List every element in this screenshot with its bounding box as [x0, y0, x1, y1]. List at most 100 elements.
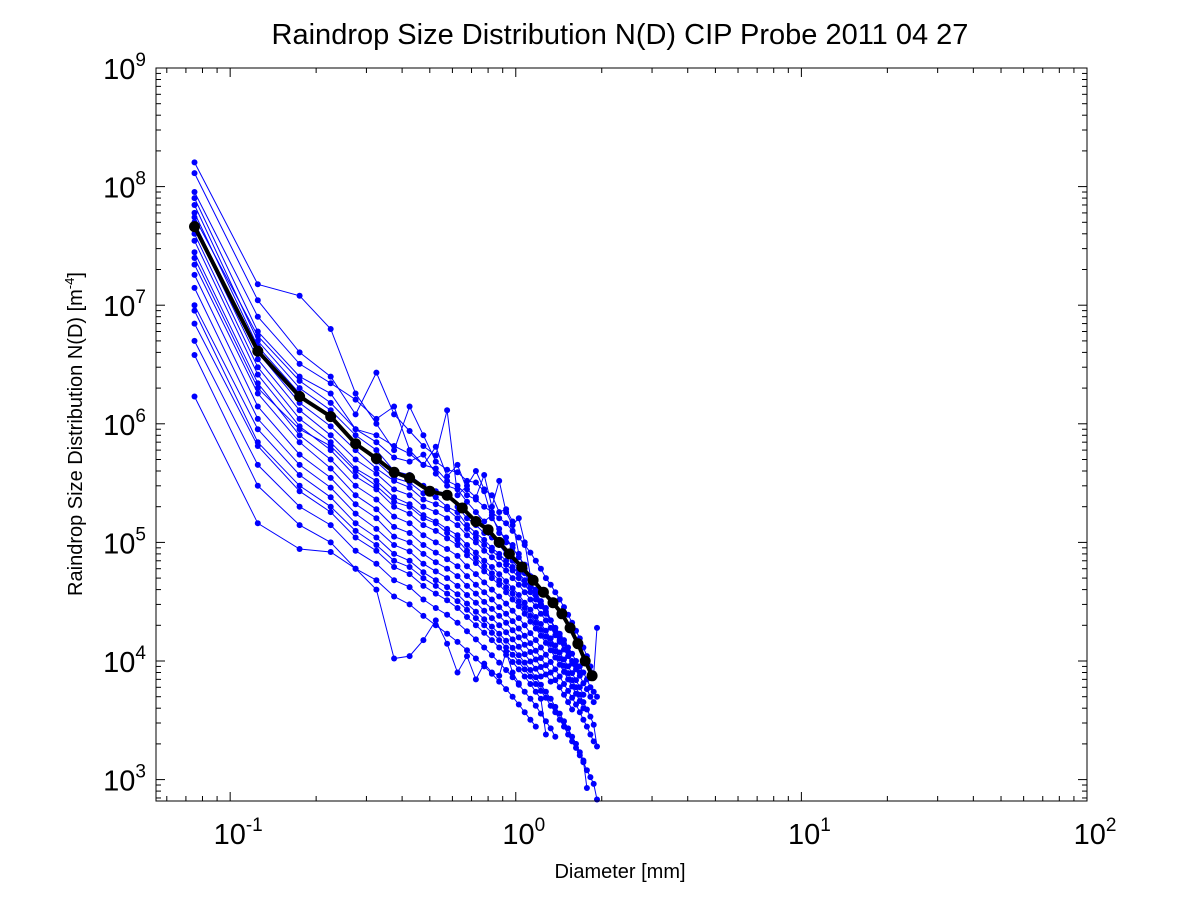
sample-point	[406, 584, 413, 591]
sample-point	[444, 590, 451, 597]
sample-point	[542, 651, 549, 658]
sample-point	[420, 550, 427, 557]
sample-point	[573, 666, 579, 673]
sample-point	[432, 509, 439, 516]
mean-point	[482, 524, 494, 536]
sample-point	[532, 723, 539, 730]
sample-point	[373, 447, 380, 454]
y-tick-label-base: 10	[103, 766, 135, 798]
sample-point	[444, 584, 451, 591]
y-axis-label-main: Raindrop Size Distribution N(D) [m	[65, 289, 87, 596]
sample-series-10	[191, 249, 597, 745]
sample-point	[254, 461, 261, 468]
sample-point	[527, 589, 534, 596]
sample-point	[352, 547, 359, 554]
sample-series-19	[191, 214, 600, 677]
y-tick-label-base: 10	[103, 291, 135, 323]
sample-point	[254, 520, 261, 527]
sample-series-line	[194, 233, 584, 695]
sample-series-line	[194, 227, 595, 703]
y-tick-label: 104	[103, 643, 146, 679]
sample-point	[542, 575, 549, 582]
sample-series-line	[194, 304, 588, 789]
sample-point	[481, 622, 488, 629]
sample-point	[503, 584, 510, 591]
sample-point	[191, 307, 198, 314]
sample-point	[488, 503, 495, 510]
sample-point	[583, 686, 590, 693]
sample-point	[488, 623, 495, 630]
sample-point	[537, 664, 544, 670]
sample-point	[432, 494, 439, 501]
sample-point	[254, 403, 261, 410]
sample-point	[391, 454, 398, 461]
sample-point	[420, 560, 427, 567]
sample-point	[521, 599, 528, 606]
sample-point	[481, 542, 488, 548]
sample-point	[537, 621, 544, 627]
mean-point	[537, 586, 549, 598]
sample-point	[352, 473, 359, 480]
sample-point	[296, 407, 303, 414]
sample-point	[542, 627, 549, 634]
sample-series-8	[191, 230, 587, 698]
sample-point	[472, 534, 479, 541]
sample-point	[547, 635, 554, 642]
sample-point	[454, 638, 461, 645]
sample-point	[420, 542, 427, 548]
sample-point	[472, 468, 479, 474]
sample-point	[191, 249, 198, 256]
sample-point	[472, 496, 479, 503]
sample-point	[472, 599, 479, 606]
sample-point	[521, 632, 528, 639]
sample-point	[444, 525, 451, 532]
x-tick-label-base: 10	[1074, 819, 1106, 851]
sample-point	[327, 373, 334, 380]
sample-point	[496, 561, 503, 568]
sample-point	[454, 536, 461, 543]
sample-point	[327, 380, 334, 387]
y-tick-label-exponent: 4	[135, 643, 146, 664]
sample-point	[537, 655, 544, 661]
sample-point	[552, 648, 559, 655]
sample-point	[583, 706, 590, 713]
sample-point	[552, 703, 559, 710]
sample-point	[556, 638, 563, 645]
sample-point	[590, 688, 597, 695]
x-tick-label: 10-1	[214, 815, 263, 851]
sample-point	[444, 473, 451, 480]
sample-point	[444, 535, 451, 542]
sample-point	[406, 484, 413, 491]
sample-point	[254, 333, 261, 339]
sample-point	[391, 411, 398, 418]
sample-point	[590, 780, 597, 787]
sample-point	[503, 578, 510, 585]
sample-point	[561, 681, 567, 687]
sample-point	[327, 423, 334, 430]
sample-point	[552, 632, 559, 639]
y-axis-label: Raindrop Size Distribution N(D) [m-4]	[62, 272, 87, 596]
y-axis-label-sup: -4	[62, 278, 77, 290]
sample-point	[464, 573, 470, 580]
y-axis-label-end: ]	[65, 272, 87, 278]
sample-point	[488, 596, 495, 603]
sample-point	[444, 640, 451, 647]
sample-point	[527, 630, 534, 637]
sample-point	[527, 681, 534, 687]
sample-point	[191, 209, 198, 216]
sample-point	[254, 390, 261, 397]
sample-point	[503, 600, 510, 607]
sample-point	[542, 610, 549, 617]
sample-point	[444, 597, 451, 604]
mean-point	[503, 548, 515, 560]
y-tick-label: 103	[103, 762, 146, 798]
sample-point	[496, 530, 503, 536]
sample-point	[509, 575, 516, 582]
sample-point	[532, 665, 539, 672]
sample-point	[527, 716, 534, 723]
sample-point	[496, 612, 503, 619]
sample-point	[527, 584, 534, 591]
x-tick-label-base: 10	[788, 819, 820, 851]
mean-point	[516, 561, 528, 573]
sample-point	[191, 255, 198, 261]
